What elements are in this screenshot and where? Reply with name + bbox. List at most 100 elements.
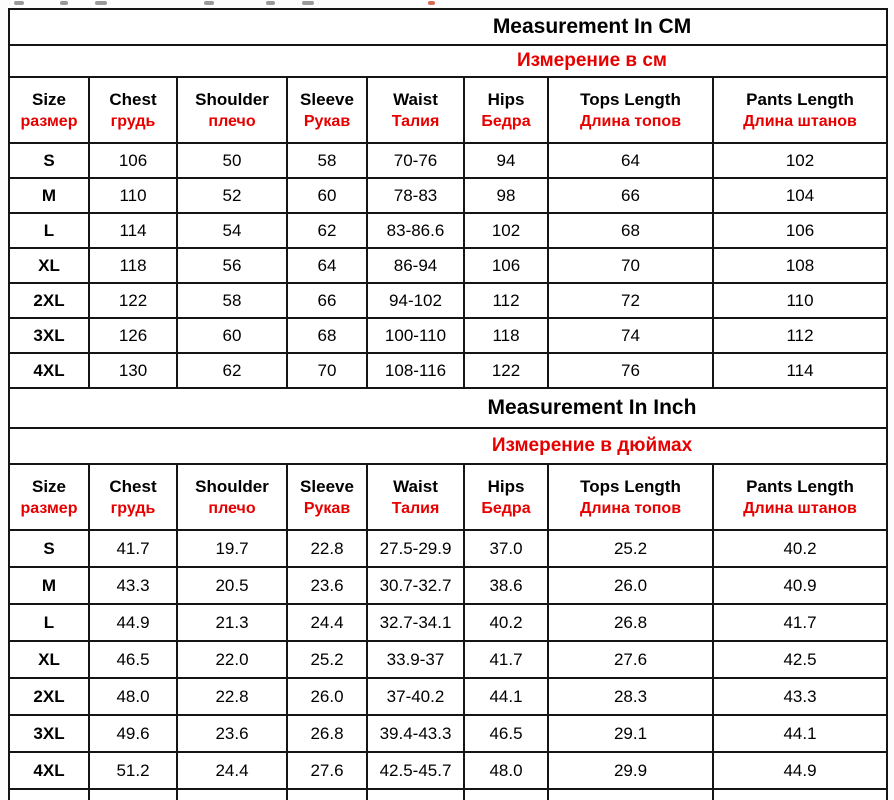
table-row: S 106 50 58 70-76 94 64 102 <box>8 142 888 179</box>
value-cell: 110 <box>88 177 178 214</box>
value-cell: 29.1 <box>547 714 714 753</box>
table-row: M 110 52 60 78-83 98 66 104 <box>8 177 888 214</box>
value-cell: 40.2 <box>712 529 888 568</box>
column-label-en: Chest <box>109 89 157 109</box>
value-cell: 106 <box>88 142 178 179</box>
value-cell: 64 <box>286 247 368 284</box>
value-cell: 62 <box>286 212 368 249</box>
text-fragment <box>204 1 214 5</box>
value-cell: 112 <box>712 317 888 354</box>
inch-table-body: Size размер Chest грудь Shoulder плечо Sleeve Р… <box>8 463 888 790</box>
value-cell: 23.6 <box>176 714 288 753</box>
value-cell: 110 <box>712 282 888 319</box>
column-label-ru: Бедра <box>481 499 531 517</box>
value-cell: 70 <box>547 247 714 284</box>
value-cell: 21.3 <box>176 603 288 642</box>
value-cell: 22.8 <box>176 677 288 716</box>
value-cell: 20.5 <box>176 566 288 605</box>
column-label-ru: Рукав <box>303 112 351 130</box>
size-cell: S <box>8 529 90 568</box>
table-row: 3XL 126 60 68 100-110 118 74 112 <box>8 317 888 354</box>
value-cell: 60 <box>176 317 288 354</box>
column-label-ru: Длина топов <box>579 499 682 517</box>
inch-title-row: Measurement In Inch <box>8 387 888 429</box>
value-cell: 68 <box>547 212 714 249</box>
value-cell: 46.5 <box>463 714 549 753</box>
value-cell: 102 <box>712 142 888 179</box>
column-label-en: Waist <box>393 476 438 496</box>
column-header: Shoulder плечо <box>176 76 288 144</box>
partial-cell <box>286 788 368 800</box>
section-subtitle-cm: Измерение в см <box>8 44 888 78</box>
text-fragment <box>60 1 68 5</box>
value-cell: 22.0 <box>176 640 288 679</box>
cropped-text-remnant <box>0 0 894 7</box>
value-cell: 43.3 <box>88 566 178 605</box>
value-cell: 25.2 <box>547 529 714 568</box>
value-cell: 58 <box>286 142 368 179</box>
value-cell: 44.9 <box>88 603 178 642</box>
value-cell: 29.9 <box>547 751 714 790</box>
value-cell: 68 <box>286 317 368 354</box>
table-row: L 114 54 62 83-86.6 102 68 106 <box>8 212 888 249</box>
value-cell: 38.6 <box>463 566 549 605</box>
value-cell: 46.5 <box>88 640 178 679</box>
value-cell: 70 <box>286 352 368 389</box>
section-subtitle-inch: Измерение в дюймах <box>8 427 888 465</box>
cm-table-body: Size размер Chest грудь Shoulder плечо Sleeve Р… <box>8 76 888 389</box>
value-cell: 19.7 <box>176 529 288 568</box>
value-cell: 26.0 <box>547 566 714 605</box>
column-label-en: Waist <box>393 89 438 109</box>
column-header: Hips Бедра <box>463 76 549 144</box>
partial-cell <box>88 788 178 800</box>
value-cell: 102 <box>463 212 549 249</box>
size-cell: M <box>8 566 90 605</box>
clipped-partial-row <box>8 788 888 800</box>
value-cell: 27.6 <box>286 751 368 790</box>
partial-cell <box>547 788 714 800</box>
table-row: 3XL 49.6 23.6 26.8 39.4-43.3 46.5 29.1 44.1 <box>8 714 888 753</box>
inch-subtitle-row: Измерение в дюймах <box>8 427 888 465</box>
size-cell: 4XL <box>8 751 90 790</box>
value-cell: 62 <box>176 352 288 389</box>
column-header: Chest грудь <box>88 76 178 144</box>
size-cell: 3XL <box>8 714 90 753</box>
value-cell: 112 <box>463 282 549 319</box>
value-cell: 58 <box>176 282 288 319</box>
size-cell: 2XL <box>8 282 90 319</box>
value-cell: 22.8 <box>286 529 368 568</box>
column-header: Hips Бедра <box>463 463 549 531</box>
value-cell: 40.2 <box>463 603 549 642</box>
value-cell: 23.6 <box>286 566 368 605</box>
column-label-ru: Талия <box>391 499 440 517</box>
value-cell: 106 <box>712 212 888 249</box>
partial-cell <box>463 788 549 800</box>
value-cell: 26.0 <box>286 677 368 716</box>
value-cell: 44.9 <box>712 751 888 790</box>
column-header: Sleeve Рукав <box>286 76 368 144</box>
value-cell: 42.5-45.7 <box>366 751 465 790</box>
column-header: Waist Талия <box>366 463 465 531</box>
value-cell: 51.2 <box>88 751 178 790</box>
text-fragment <box>14 1 24 5</box>
table-row: XL 118 56 64 86-94 106 70 108 <box>8 247 888 284</box>
value-cell: 118 <box>463 317 549 354</box>
column-header: Tops Length Длина топов <box>547 76 714 144</box>
size-cell: M <box>8 177 90 214</box>
value-cell: 94 <box>463 142 549 179</box>
value-cell: 42.5 <box>712 640 888 679</box>
value-cell: 94-102 <box>366 282 465 319</box>
size-cell: L <box>8 603 90 642</box>
column-label-ru: грудь <box>110 499 156 517</box>
value-cell: 100-110 <box>366 317 465 354</box>
size-cell: 4XL <box>8 352 90 389</box>
value-cell: 44.1 <box>463 677 549 716</box>
measurement-table: Measurement In CM Измерение в см Size раз… <box>8 8 888 800</box>
value-cell: 106 <box>463 247 549 284</box>
column-label-en: Tops Length <box>580 89 681 109</box>
column-label-ru: Длина штанов <box>743 499 857 517</box>
size-cell: XL <box>8 247 90 284</box>
value-cell: 126 <box>88 317 178 354</box>
value-cell: 48.0 <box>88 677 178 716</box>
value-cell: 33.9-37 <box>366 640 465 679</box>
